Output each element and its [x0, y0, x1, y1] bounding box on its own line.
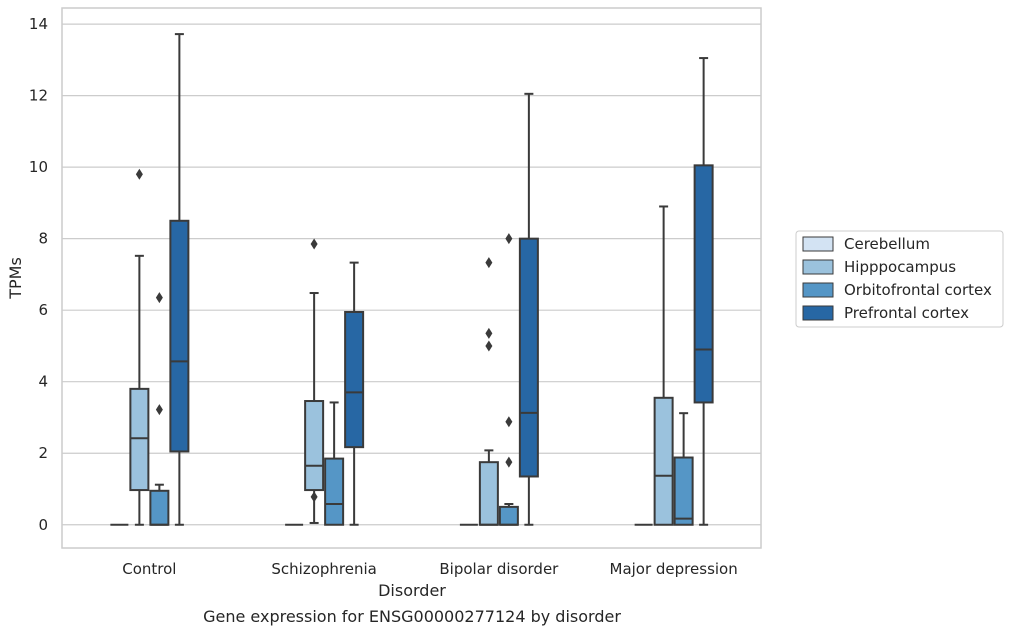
y-axis-title: TPMs: [6, 257, 25, 300]
outlier-point: [135, 168, 143, 180]
x-tick-label: Control: [122, 560, 176, 578]
y-tick-label: 8: [38, 230, 48, 248]
y-axis-ticks: 0 2 4 6 8 10 12 14: [29, 15, 48, 534]
y-tick-label: 0: [38, 516, 48, 534]
box-iqr: [673, 456, 694, 526]
box-iqr: [478, 461, 499, 526]
outlier-point: [310, 491, 318, 503]
box-iqr: [518, 237, 539, 478]
box-hipppocampus-2: [478, 257, 499, 526]
box-iqr: [653, 396, 674, 526]
box-iqr: [149, 489, 170, 526]
y-tick-label: 6: [38, 301, 48, 319]
box-iqr: [324, 457, 345, 526]
box-prefrontal-cortex-3: [693, 57, 714, 526]
box-hipppocampus-3: [653, 205, 674, 526]
box-orbitofrontal-cortex-2: [498, 233, 519, 526]
outlier-point: [155, 292, 163, 304]
box-iqr: [304, 400, 325, 492]
plot-area: [110, 33, 714, 526]
legend-swatch: [802, 282, 834, 298]
legend-frame: [795, 230, 1004, 328]
y-tick-label: 4: [38, 373, 48, 391]
box-prefrontal-cortex-2: [518, 92, 539, 526]
y-tick-label: 14: [29, 15, 48, 33]
outlier-point: [505, 416, 513, 428]
legend: Cerebellum Hipppocampus Orbitofrontal cort…: [795, 230, 1004, 328]
box-iqr: [498, 505, 519, 526]
box-orbitofrontal-cortex-3: [673, 412, 694, 526]
outlier-point: [485, 327, 493, 339]
x-axis-ticks: Control Schizophrenia Bipolar disorder Majo…: [122, 560, 737, 578]
legend-label: Prefrontal cortex: [844, 304, 969, 322]
box-hipppocampus-0: [129, 168, 150, 526]
outlier-point: [505, 233, 513, 245]
plot-frame: [61, 7, 762, 549]
legend-swatch: [802, 236, 834, 252]
box-iqr: [169, 219, 190, 453]
legend-label: Cerebellum: [844, 235, 930, 253]
box-iqr: [693, 164, 714, 404]
y-tick-label: 2: [38, 444, 48, 462]
box-orbitofrontal-cortex-0: [149, 292, 170, 526]
x-axis-title: Disorder: [378, 581, 446, 600]
box-iqr: [129, 387, 150, 492]
outlier-point: [310, 238, 318, 250]
chart-caption: Gene expression for ENSG00000277124 by d…: [203, 607, 621, 626]
x-tick-label: Bipolar disorder: [439, 560, 559, 578]
box-iqr: [344, 310, 365, 449]
box-orbitofrontal-cortex-1: [324, 401, 345, 526]
y-tick-label: 12: [29, 87, 48, 105]
legend-label: Hipppocampus: [844, 258, 956, 276]
legend-swatch: [802, 305, 834, 321]
box-prefrontal-cortex-1: [344, 261, 365, 526]
x-tick-label: Major depression: [610, 560, 738, 578]
x-tick-label: Schizophrenia: [271, 560, 376, 578]
legend-label: Orbitofrontal cortex: [844, 281, 992, 299]
outlier-point: [505, 456, 513, 468]
y-tick-label: 10: [29, 158, 48, 176]
box-hipppocampus-1: [304, 238, 325, 524]
legend-swatch: [802, 259, 834, 275]
outlier-point: [155, 404, 163, 416]
outlier-point: [485, 340, 493, 352]
outlier-point: [485, 257, 493, 269]
box-prefrontal-cortex-0: [169, 33, 190, 526]
